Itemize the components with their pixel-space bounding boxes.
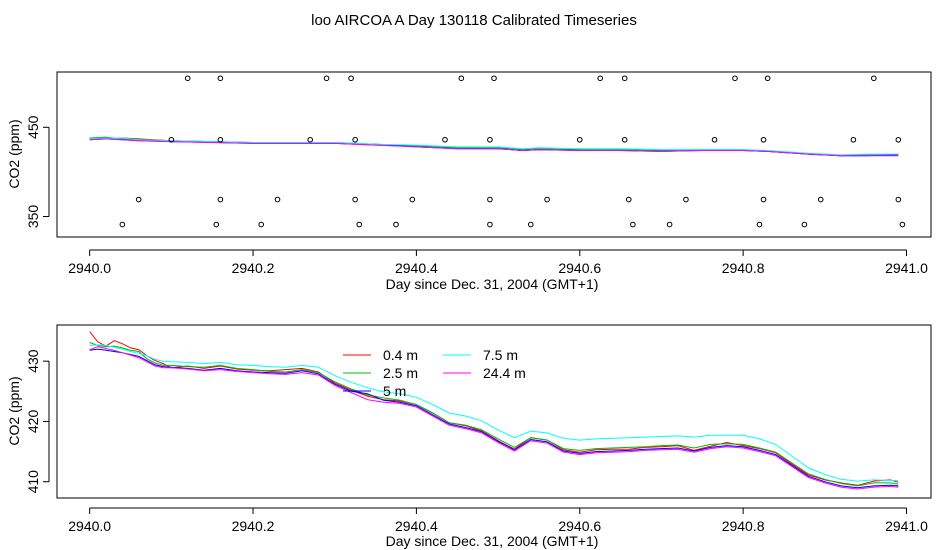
- scatter-point: [576, 136, 583, 143]
- scatter-point: [274, 196, 281, 203]
- x-tick-label: 2940.2: [232, 518, 275, 534]
- scatter-point: [393, 221, 399, 228]
- scatter-point: [135, 196, 142, 203]
- top-series-lines: [89, 136, 899, 157]
- bottom-series-lines: [89, 331, 899, 490]
- series-line-2: [89, 342, 899, 487]
- y-tick-label: 350: [25, 205, 41, 229]
- top-y-axis: 350 450: [25, 115, 50, 229]
- scatter-point: [348, 75, 354, 82]
- y-tick-label: 430: [25, 349, 41, 373]
- scatter-point: [352, 136, 358, 143]
- scatter-point: [850, 136, 857, 143]
- series-line-4: [89, 344, 899, 482]
- top-scatter-points: [119, 75, 906, 228]
- scatter-point: [217, 136, 224, 143]
- scatter-point: [756, 221, 763, 228]
- x-tick-label: 2940.6: [558, 260, 601, 276]
- y-tick-label: 420: [25, 410, 41, 434]
- scatter-point: [683, 196, 689, 203]
- x-tick-label: 2940.0: [68, 260, 111, 276]
- legend-label: 2.5 m: [383, 365, 418, 381]
- x-tick-label: 2940.4: [395, 260, 438, 276]
- scatter-point: [621, 75, 628, 82]
- top-x-axis-label: Day since Dec. 31, 2004 (GMT+1): [386, 276, 599, 292]
- scatter-point: [597, 75, 603, 82]
- scatter-point: [895, 136, 902, 143]
- bottom-x-axis-label: Day since Dec. 31, 2004 (GMT+1): [386, 533, 599, 549]
- x-tick-label: 2940.0: [68, 518, 111, 534]
- x-tick-label: 2940.8: [722, 518, 765, 534]
- scatter-point: [871, 75, 877, 82]
- scatter-point: [356, 221, 363, 228]
- scatter-point: [732, 75, 738, 82]
- scatter-point: [184, 75, 191, 82]
- scatter-point: [217, 75, 224, 82]
- scatter-point: [213, 221, 220, 228]
- bottom-y-axis-label: CO2 (ppm): [6, 376, 22, 445]
- series-line-5: [89, 138, 899, 157]
- scatter-point: [895, 196, 902, 203]
- series-line-3: [89, 348, 899, 489]
- scatter-point: [307, 136, 314, 143]
- x-tick-label: 2941.0: [885, 260, 928, 276]
- y-tick-label: 410: [25, 470, 41, 494]
- scatter-point: [217, 196, 224, 203]
- scatter-point: [666, 221, 673, 228]
- bottom-legend: 0.4 m 2.5 m 5 m 7.5 m 24.4 m: [343, 347, 526, 399]
- plot-area-bottom: [56, 324, 932, 499]
- scatter-point: [544, 196, 550, 203]
- legend-label: 0.4 m: [383, 347, 418, 363]
- scatter-point: [409, 196, 416, 203]
- panel-bottom: 2940.0 2940.2 2940.4 2940.6 2940.8 2941.0 410…: [6, 324, 932, 549]
- scatter-point: [323, 75, 330, 82]
- series-line-4: [89, 137, 899, 156]
- scatter-point: [491, 75, 497, 82]
- series-line-5: [89, 346, 899, 490]
- x-tick-label: 2941.0: [885, 518, 928, 534]
- scatter-point: [760, 196, 767, 203]
- panel-top: 2940.0 2940.2 2940.4 2940.6 2940.8 2941.0 350…: [6, 71, 932, 292]
- scatter-point: [899, 221, 906, 228]
- scatter-point: [487, 136, 493, 143]
- scatter-point: [630, 221, 636, 228]
- scatter-point: [817, 196, 824, 203]
- y-tick-label: 450: [25, 115, 41, 139]
- scatter-point: [487, 196, 493, 203]
- top-x-axis: 2940.0 2940.2 2940.4 2940.6 2940.8 2941.0: [68, 249, 928, 276]
- top-y-axis-label: CO2 (ppm): [6, 119, 22, 188]
- x-tick-label: 2940.4: [395, 518, 438, 534]
- scatter-point: [119, 221, 126, 228]
- scatter-point: [764, 75, 771, 82]
- scatter-point: [760, 136, 767, 143]
- scatter-point: [801, 221, 808, 228]
- chart-title: loo AIRCOA A Day 130118 Calibrated Times…: [311, 12, 637, 29]
- scatter-point: [625, 196, 632, 203]
- scatter-point: [487, 221, 493, 228]
- x-tick-label: 2940.6: [558, 518, 601, 534]
- x-tick-label: 2940.2: [232, 260, 275, 276]
- legend-label: 7.5 m: [483, 347, 518, 363]
- scatter-point: [352, 196, 358, 203]
- scatter-point: [168, 136, 175, 143]
- scatter-point: [442, 136, 448, 143]
- x-tick-label: 2940.8: [722, 260, 765, 276]
- scatter-point: [711, 136, 718, 143]
- bottom-x-axis: 2940.0 2940.2 2940.4 2940.6 2940.8 2941.0: [68, 507, 928, 534]
- bottom-y-axis: 410 420 430: [25, 349, 50, 494]
- plot-area-top: [56, 71, 932, 238]
- legend-label: 24.4 m: [483, 365, 526, 381]
- scatter-point: [527, 221, 534, 228]
- scatter-point: [258, 221, 265, 228]
- scatter-point: [458, 75, 465, 82]
- scatter-point: [621, 136, 628, 143]
- legend-label: 5 m: [383, 383, 406, 399]
